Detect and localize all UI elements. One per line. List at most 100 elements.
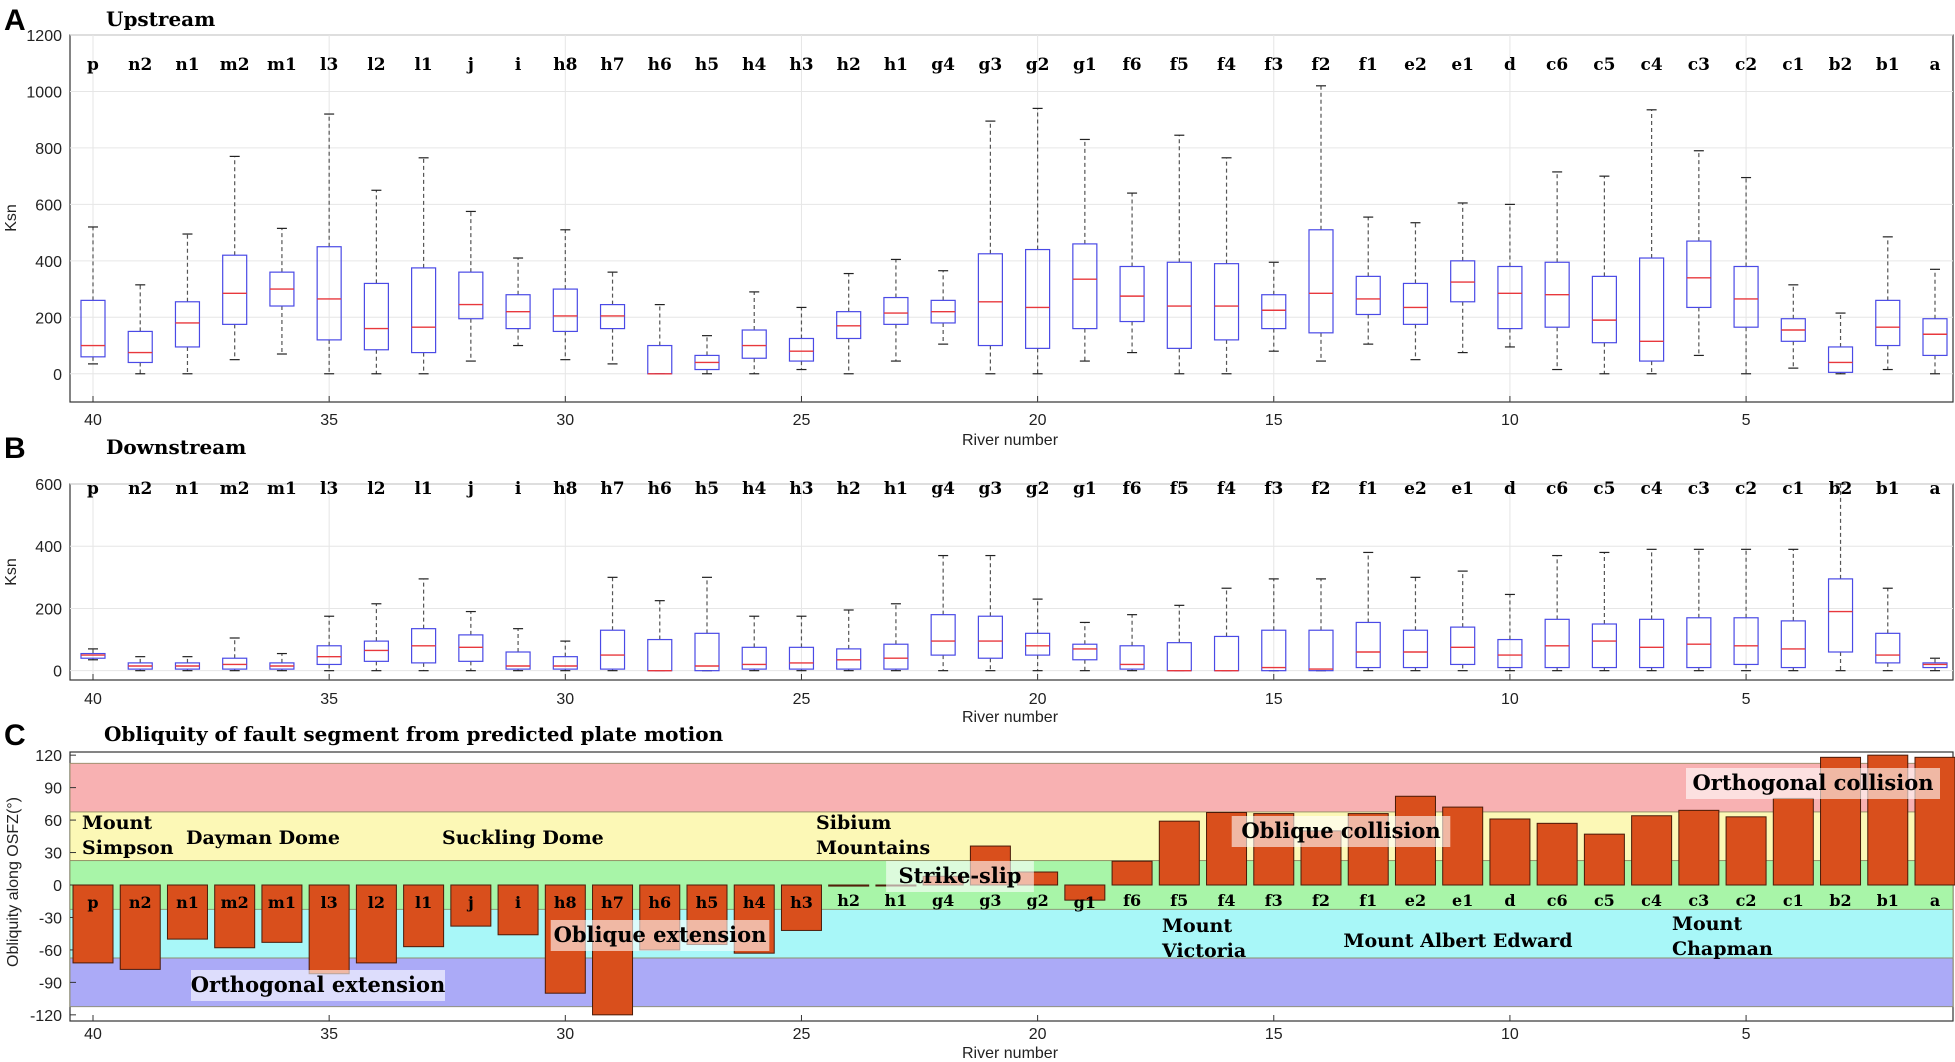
- river-label: c1: [1782, 55, 1804, 75]
- river-label: b1: [1876, 55, 1900, 75]
- river-label: m1: [267, 55, 297, 75]
- x-tick-label: 20: [1029, 691, 1047, 708]
- box-iqr: [1072, 643, 1098, 661]
- box-iqr: [1308, 229, 1334, 334]
- bar-label: g2: [1026, 891, 1048, 910]
- box-h8: [552, 229, 578, 361]
- box-iqr: [1733, 265, 1759, 328]
- box-c6: [1544, 171, 1570, 371]
- region-label: Victoria: [1161, 940, 1246, 962]
- bar-p: [72, 884, 114, 964]
- river-label: d: [1504, 479, 1516, 499]
- x-tick-label: 30: [556, 1026, 574, 1043]
- bar-g1: [1064, 884, 1106, 901]
- river-label: c2: [1735, 55, 1757, 75]
- box-h7: [599, 576, 626, 672]
- x-tick-label: 40: [84, 412, 102, 429]
- river-label: i: [515, 479, 522, 499]
- box-h5: [694, 576, 720, 672]
- x-tick-label: 30: [556, 691, 574, 708]
- box-iqr: [741, 329, 767, 359]
- box-iqr: [1308, 629, 1334, 672]
- box-iqr: [80, 652, 106, 659]
- box-b2: [1827, 483, 1854, 672]
- x-tick-label: 5: [1742, 412, 1751, 429]
- river-label: h2: [837, 55, 861, 75]
- river-label: e1: [1451, 55, 1474, 75]
- box-b2: [1827, 312, 1854, 375]
- zone-label: Oblique extension: [554, 922, 767, 947]
- box-iqr: [411, 267, 437, 354]
- bar-c6: [1536, 822, 1578, 886]
- box-f4: [1213, 157, 1240, 375]
- river-label: l3: [320, 55, 338, 75]
- bar-label: a: [1930, 891, 1940, 910]
- y-tick-label: 1000: [26, 84, 62, 101]
- river-label: p: [87, 55, 99, 75]
- box-iqr: [363, 282, 389, 351]
- y-tick-label: 600: [35, 197, 62, 214]
- river-label: h7: [600, 479, 624, 499]
- box-h6: [647, 304, 673, 375]
- box-a: [1922, 268, 1948, 375]
- region-label: Sibium: [816, 812, 891, 834]
- box-c5: [1591, 551, 1617, 672]
- river-label: h5: [695, 479, 719, 499]
- bar-label: h7: [601, 893, 624, 912]
- x-tick-label: 10: [1501, 691, 1519, 708]
- box-h1: [883, 258, 909, 362]
- river-label: l3: [320, 479, 338, 499]
- bar-label: j: [466, 893, 474, 912]
- bar-label: h6: [648, 893, 671, 912]
- box-iqr: [1025, 248, 1051, 349]
- x-tick-label: 20: [1029, 1026, 1047, 1043]
- box-iqr: [1875, 632, 1901, 664]
- box-iqr: [1733, 617, 1759, 666]
- box-b1: [1875, 587, 1901, 672]
- panel-title-upstream: Upstream: [106, 7, 215, 31]
- box-iqr: [1261, 294, 1287, 330]
- region-label: Suckling Dome: [442, 827, 604, 849]
- x-tick-label: 35: [320, 691, 338, 708]
- bar-label: m1: [268, 893, 296, 912]
- box-iqr: [1827, 346, 1854, 373]
- bar-label: c2: [1736, 891, 1757, 910]
- zone-label-bg: [191, 970, 445, 1001]
- bar-c3: [1678, 809, 1720, 886]
- bar-label: b2: [1829, 891, 1851, 910]
- box-a: [1922, 657, 1948, 672]
- y-tick-label: 30: [44, 846, 62, 863]
- box-h3: [788, 306, 815, 371]
- box-iqr: [552, 288, 578, 333]
- box-iqr: [1591, 275, 1617, 344]
- box-h2: [836, 272, 862, 375]
- river-label: c1: [1782, 479, 1804, 499]
- y-tick-label: 800: [35, 141, 62, 158]
- box-f3: [1261, 261, 1287, 352]
- box-l1: [411, 578, 437, 672]
- box-l2: [363, 189, 389, 375]
- river-label: f6: [1122, 55, 1141, 75]
- river-label: l1: [414, 55, 432, 75]
- box-iqr: [222, 657, 248, 670]
- box-iqr: [1497, 638, 1523, 669]
- box-g1: [1072, 138, 1098, 362]
- bar-label: h5: [696, 893, 719, 912]
- y-tick-label: -30: [39, 910, 62, 927]
- bar-label: n1: [176, 893, 199, 912]
- bar-n1: [166, 884, 208, 940]
- bar-c1: [1772, 797, 1814, 886]
- box-iqr: [505, 651, 531, 670]
- river-label: g4: [931, 479, 955, 499]
- river-label: h8: [553, 55, 577, 75]
- river-label: h8: [553, 479, 577, 499]
- box-iqr: [316, 246, 342, 341]
- box-c4: [1639, 548, 1665, 672]
- bar-label: c4: [1641, 891, 1662, 910]
- box-e2: [1402, 222, 1429, 361]
- box-iqr: [363, 640, 389, 662]
- zone-label: Orthogonal collision: [1693, 770, 1934, 795]
- box-c3: [1686, 150, 1712, 357]
- river-label: f4: [1217, 55, 1236, 75]
